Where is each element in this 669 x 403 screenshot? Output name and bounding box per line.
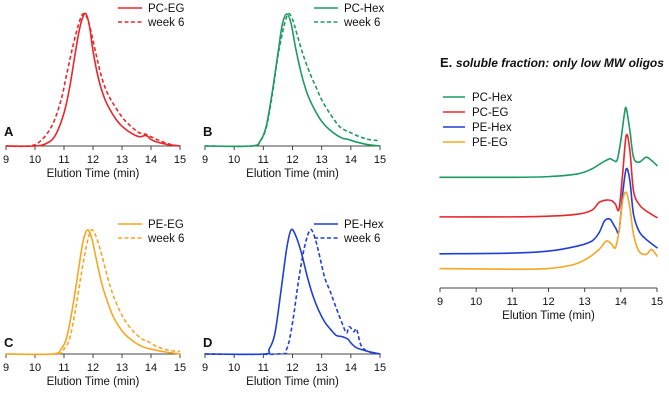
x-tick-label-a: 11 <box>58 154 69 166</box>
x-tick-label-a: 14 <box>145 154 157 166</box>
series-line-a-pc-eg <box>5 12 181 147</box>
series-line-e-pc-hex <box>439 106 658 179</box>
x-tick-label-e: 15 <box>651 296 663 308</box>
x-tick-label-e: 11 <box>507 296 518 308</box>
legend-label-e: PE-Hex <box>472 122 512 134</box>
legend-label-d: PE-Hex <box>344 219 384 231</box>
legend-label-e: PE-EG <box>472 137 508 149</box>
x-tick-label-c: 12 <box>87 362 99 374</box>
legend-label-d: week 6 <box>343 233 380 245</box>
x-tick-label-d: 15 <box>374 362 386 374</box>
panel-e: 9 10 11 12 13 14 15 Elution Time (min) E. solubl… <box>437 55 664 322</box>
x-tick-label-d: 12 <box>286 362 298 374</box>
x-tick-label-e: 10 <box>470 296 482 308</box>
series-line-b-pc-hex <box>204 13 381 148</box>
panel-c: 9 10 11 12 13 14 15 Elution Time (min) C PE-EG wee… <box>3 219 186 388</box>
x-tick-label-d: 11 <box>258 362 269 374</box>
panel-title-e: E. soluble fraction: only low MW oligos <box>440 55 664 70</box>
x-tick-label-b: 10 <box>228 154 240 166</box>
x-tick-label-c: 10 <box>29 362 41 374</box>
panel-title-text-e: soluble fraction: only low MW oligos <box>456 56 664 70</box>
x-tick-label-b: 13 <box>316 154 328 166</box>
x-tick-label-a: 13 <box>116 154 128 166</box>
series-line-c-pe-eg <box>5 229 181 356</box>
series-line-e-pe-hex <box>439 167 658 255</box>
x-tick-label-a: 10 <box>29 154 41 166</box>
x-tick-label-c: 11 <box>58 362 69 374</box>
legend-label-c: PE-EG <box>148 219 184 231</box>
legend-label-e: PC-EG <box>472 107 508 119</box>
x-tick-label-c: 14 <box>145 362 157 374</box>
panel-letter-e: E <box>440 55 449 70</box>
x-tick-label-b: 14 <box>345 154 357 166</box>
series-line-a-week6 <box>5 12 181 148</box>
x-tick-label-c: 9 <box>3 362 9 374</box>
panel-b: 9 10 11 12 13 14 15 Elution Time (min) B PC-Hex we… <box>202 3 386 180</box>
x-axis-title-e: Elution Time (min) <box>502 310 595 322</box>
x-tick-label-d: 14 <box>345 362 357 374</box>
legend-label-a: PC-EG <box>148 3 184 15</box>
x-tick-label-a: 15 <box>174 154 186 166</box>
x-axis-title-c: Elution Time (min) <box>47 376 140 388</box>
x-tick-label-e: 14 <box>615 296 627 308</box>
panel-letter-d: D <box>203 335 212 350</box>
series-line-b-week6 <box>204 12 381 148</box>
panel-letter-b: B <box>203 124 212 139</box>
panel-letter-a: A <box>4 124 14 139</box>
x-tick-label-d: 9 <box>202 362 208 374</box>
x-tick-label-a: 9 <box>3 154 9 166</box>
legend-label-c: week 6 <box>147 233 184 245</box>
x-tick-label-b: 9 <box>202 154 208 166</box>
legend-label-b: PC-Hex <box>344 3 385 15</box>
series-line-d-pe-hex <box>204 228 381 356</box>
legend-label-b: week 6 <box>343 17 380 29</box>
series-line-e-pe-eg <box>439 191 658 271</box>
legend-label-a: week 6 <box>147 17 184 29</box>
x-tick-label-c: 15 <box>174 362 186 374</box>
x-tick-label-c: 13 <box>116 362 128 374</box>
series-line-e-pc-eg <box>439 133 658 219</box>
panel-a: 9 10 11 12 13 14 15 Elution Time (min) A PC-EG wee… <box>3 3 186 180</box>
legend-label-e: PC-Hex <box>472 92 513 104</box>
panel-d: 9 10 11 12 13 14 15 Elution Time (min) D PE-Hex we… <box>202 219 386 388</box>
x-tick-label-d: 10 <box>228 362 240 374</box>
series-line-c-week6 <box>5 229 181 356</box>
x-tick-label-b: 15 <box>374 154 386 166</box>
x-tick-label-b: 11 <box>258 154 269 166</box>
x-axis-title-b: Elution Time (min) <box>246 168 339 180</box>
x-tick-label-e: 9 <box>437 296 443 308</box>
x-tick-label-a: 12 <box>87 154 99 166</box>
x-tick-label-b: 12 <box>286 154 298 166</box>
series-line-d-week6 <box>204 228 381 356</box>
x-axis-title-d: Elution Time (min) <box>246 376 339 388</box>
x-axis-title-a: Elution Time (min) <box>47 168 140 180</box>
x-tick-label-e: 13 <box>579 296 591 308</box>
x-tick-label-d: 13 <box>316 362 328 374</box>
x-tick-label-e: 12 <box>542 296 554 308</box>
panel-letter-c: C <box>4 335 14 350</box>
